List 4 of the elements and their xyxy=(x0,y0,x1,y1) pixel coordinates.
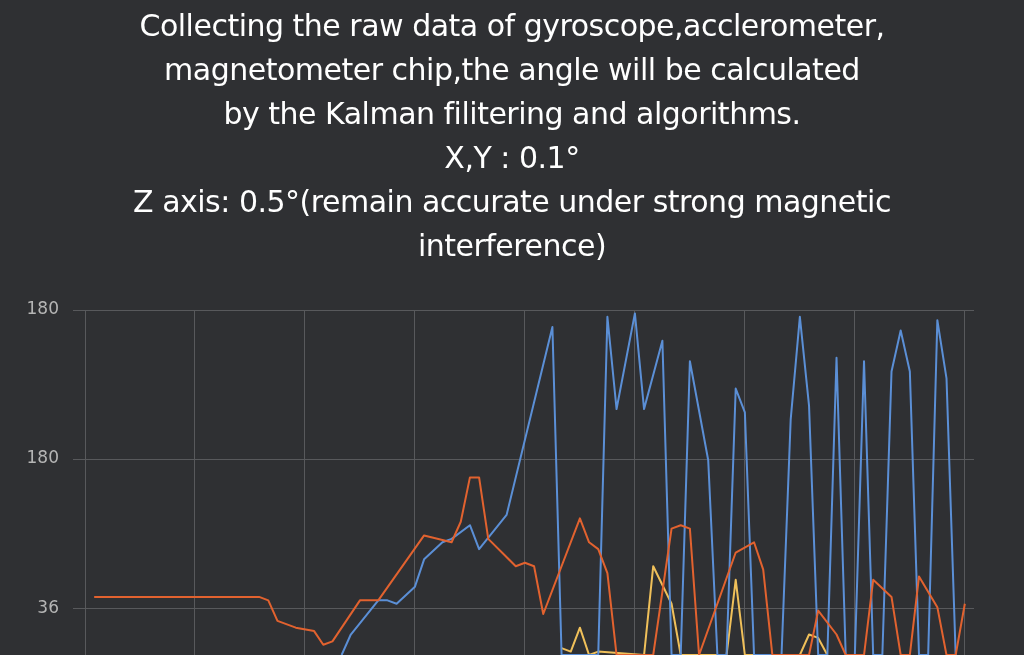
text: 180 xyxy=(26,447,59,468)
text: 36 xyxy=(37,596,59,617)
text: 180 xyxy=(26,298,59,319)
chart-title: Collecting the raw data of gyroscope,acclerometer, magnetometer chip,the angle will be calculated by the Kalman filitering and algorithms. X,Y : 0.1° Z axis: 0.5°(remain accurate under strong magnetic interference) xyxy=(132,7,892,265)
